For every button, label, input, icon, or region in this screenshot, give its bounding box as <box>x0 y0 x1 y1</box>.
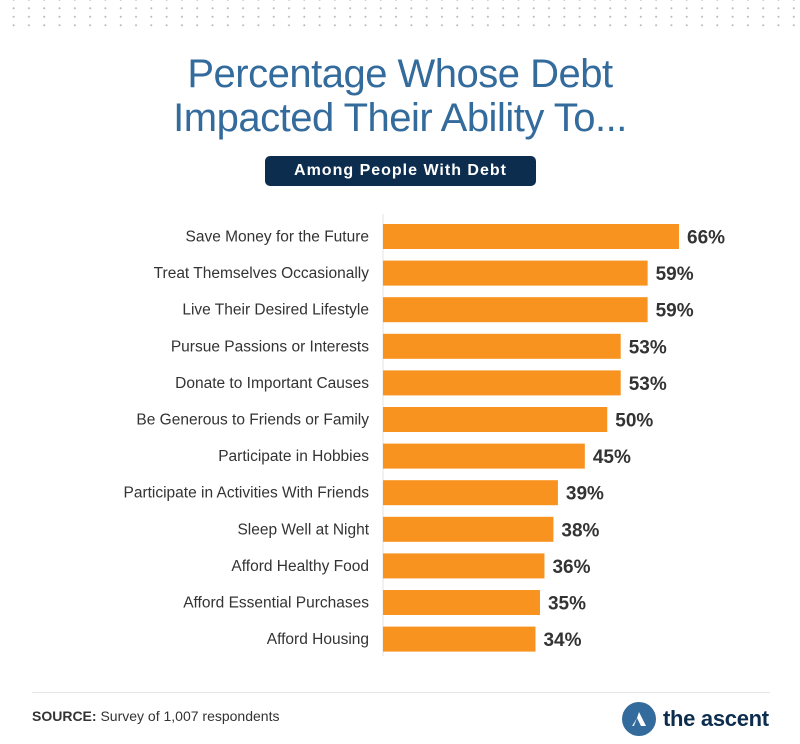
data-label: 59% <box>656 301 694 322</box>
bar <box>383 224 680 249</box>
title-line-2: Impacted Their Ability To... <box>173 96 627 140</box>
brand-logo: the ascent <box>622 702 769 736</box>
category-label: Donate to Important Causes <box>175 375 369 392</box>
category-label: Sleep Well at Night <box>237 521 369 538</box>
data-label: 39% <box>566 484 604 505</box>
category-label: Participate in Hobbies <box>218 448 369 465</box>
bar <box>383 407 608 432</box>
category-label: Participate in Activities With Friends <box>123 485 369 502</box>
category-label: Pursue Passions or Interests <box>171 338 369 355</box>
data-label: 34% <box>543 630 581 651</box>
bar <box>383 553 545 579</box>
category-label: Save Money for the Future <box>185 229 369 246</box>
category-label: Treat Themselves Occasionally <box>154 265 370 282</box>
subtitle-badge: Among People With Debt <box>265 156 536 186</box>
category-label: Afford Healthy Food <box>231 558 369 575</box>
dot-pattern <box>0 0 800 30</box>
brand-name: the ascent <box>663 706 769 731</box>
source-label: SOURCE: <box>32 708 97 724</box>
data-label: 36% <box>552 557 590 578</box>
data-label: 66% <box>687 228 725 249</box>
title-line-1: Percentage Whose Debt <box>187 52 613 96</box>
category-label: Live Their Desired Lifestyle <box>182 302 369 319</box>
bar <box>383 590 540 615</box>
divider <box>32 692 770 693</box>
ascent-logo-icon <box>622 702 656 736</box>
bar <box>383 516 554 542</box>
bar <box>383 260 648 286</box>
category-label: Afford Essential Purchases <box>183 595 369 612</box>
category-label: Be Generous to Friends or Family <box>136 412 369 429</box>
source-text: Survey of 1,007 respondents <box>100 708 280 724</box>
source-note: SOURCE: Survey of 1,007 respondents <box>32 708 279 724</box>
data-label: 59% <box>656 264 694 285</box>
bar <box>383 443 585 469</box>
bar <box>383 333 621 359</box>
data-label: 53% <box>629 374 667 395</box>
bar <box>383 626 536 652</box>
bar <box>383 370 621 396</box>
data-label: 38% <box>561 520 599 541</box>
data-label: 45% <box>593 447 631 468</box>
data-label: 50% <box>615 411 653 432</box>
data-label: 35% <box>548 594 586 615</box>
bar-chart: Save Money for the Future 66% Treat Themse… <box>123 214 725 656</box>
bar <box>383 297 648 323</box>
data-label: 53% <box>629 337 667 358</box>
category-label: Afford Housing <box>267 631 369 648</box>
bar <box>383 480 558 506</box>
chart-title: Percentage Whose Debt Impacted Their Abi… <box>0 52 800 140</box>
